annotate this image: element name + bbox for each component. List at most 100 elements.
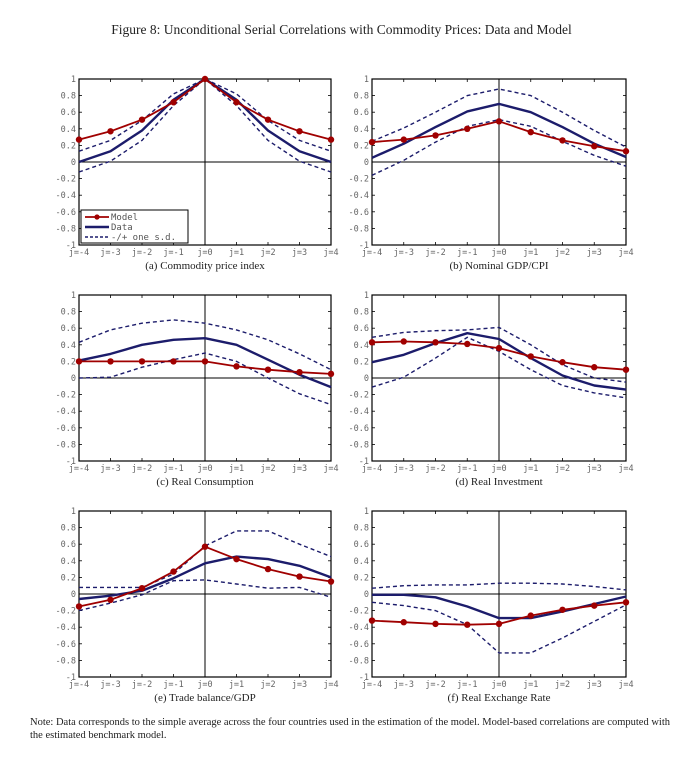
chart-panel-c: -1 -0.8 -0.6 -0.4 -0.2 0 0.2 0.4 0.6 0.8 1 j=-4 j=-3… [56,291,339,488]
y-tick-label: -0.6 [56,640,76,650]
x-tick-label: j=2 [555,464,570,474]
y-tick-label: 0.2 [354,573,369,583]
x-tick-label: j=-3 [394,680,414,690]
y-tick-label: 0 [71,158,76,168]
lower-band-line [78,579,332,612]
y-tick-label: 0.2 [61,357,76,367]
y-tick-label: -0.6 [56,424,76,434]
x-tick-label: j=-4 [69,248,89,258]
y-tick-label: 0.2 [354,141,369,151]
chart-panel-a: -1 -0.8 -0.6 -0.4 -0.2 0 0.2 0.4 0.6 0.8 1 j=-4 j=-3… [56,75,339,272]
y-tick-label: 0.8 [354,524,369,534]
x-tick-label: j=2 [260,680,275,690]
x-tick-label: j=-4 [362,680,382,690]
model-marker [201,358,209,365]
y-tick-label: 0.4 [354,341,369,351]
x-tick-label: j=2 [555,248,570,258]
y-tick-label: -0.6 [349,640,369,650]
x-tick-label: j=-2 [132,248,152,258]
y-tick-label: 0.8 [354,92,369,102]
model-marker [527,128,534,136]
model-marker [75,136,83,143]
chart-panel-e: -1 -0.8 -0.6 -0.4 -0.2 0 0.2 0.4 0.6 0.8 1 j=-4 j=-3… [56,507,339,704]
x-tick-label: j=2 [260,248,275,258]
data-line [78,555,332,601]
x-tick-label: j=4 [323,680,338,690]
x-tick-label: j=-3 [394,464,414,474]
x-tick-label: j=-2 [132,680,152,690]
y-tick-label: 1 [364,75,369,85]
y-tick-label: -0.4 [56,191,76,201]
y-tick-label: 0.6 [61,324,76,334]
panel-caption: (d) Real Investment [455,476,542,488]
chart-panel-f: -1 -0.8 -0.6 -0.4 -0.2 0 0.2 0.4 0.6 0.8 1 j=-4 j=-3… [349,507,634,704]
y-tick-label: 1 [71,507,76,517]
model-marker [622,148,630,155]
model-marker [233,99,240,106]
model-marker [559,359,566,366]
model-marker [400,338,407,345]
legend-model-label: Model [111,213,138,223]
panel-caption: (f) Real Exchange Rate [448,692,551,704]
model-marker [400,619,407,626]
y-tick-label: -0.6 [349,424,369,434]
model-marker [201,75,209,83]
y-tick-label: 1 [71,291,76,301]
x-tick-label: j=2 [555,680,570,690]
x-tick-label: j=3 [587,464,602,474]
y-tick-label: 0.4 [354,557,369,567]
upper-band-line [79,530,332,589]
model-marker [432,339,439,346]
x-tick-label: j=3 [587,680,602,690]
y-tick-label: 0.8 [61,308,76,318]
y-tick-label: -1 [359,673,369,683]
y-tick-label: -0.2 [56,391,76,401]
x-tick-label: j=3 [292,248,307,258]
model-marker [591,602,598,609]
model-marker [622,366,630,373]
model-marker [296,368,303,376]
y-tick-label: -0.2 [349,607,369,617]
y-tick-label: 0 [71,374,76,384]
x-tick-label: j=3 [292,464,307,474]
y-tick-label: 0.2 [61,573,76,583]
x-tick-label: j=-1 [163,464,183,474]
upper-band-line [78,78,332,152]
x-tick-label: j=4 [618,464,633,474]
y-tick-label: 0 [364,590,369,600]
model-marker [264,565,272,573]
model-marker [75,603,83,610]
panel-caption: (e) Trade balance/GDP [154,692,255,704]
x-tick-label: j=0 [197,248,212,258]
x-tick-label: j=1 [523,248,538,258]
model-marker [495,344,503,352]
y-tick-label: 0.2 [61,141,76,151]
model-marker [327,578,335,585]
model-marker [591,143,598,150]
y-tick-label: 0.4 [61,341,76,351]
legend-band-label: -/+ one s.d. [111,233,176,243]
y-tick-label: -1 [359,457,369,467]
model-marker [107,128,114,135]
y-tick-label: -0.2 [56,175,76,185]
y-tick-label: -0.8 [56,440,76,450]
x-tick-label: j=4 [618,680,633,690]
lower-band-line [78,352,332,406]
model-marker [400,136,407,143]
y-tick-label: 0.4 [61,557,76,567]
model-marker [264,116,272,123]
y-tick-label: -0.8 [349,440,369,450]
y-tick-label: 0.8 [61,524,76,534]
model-marker [591,364,598,371]
model-marker [622,599,630,606]
model-marker [170,99,177,106]
y-tick-label: -0.2 [349,391,369,401]
x-tick-label: j=0 [491,248,506,258]
y-tick-label: -1 [359,241,369,251]
figure-note: Note: Data corresponds to the simple ave… [30,717,671,741]
x-tick-label: j=0 [491,680,506,690]
upper-band-line [371,582,627,591]
x-tick-label: j=-1 [163,680,183,690]
data-line [371,332,627,391]
